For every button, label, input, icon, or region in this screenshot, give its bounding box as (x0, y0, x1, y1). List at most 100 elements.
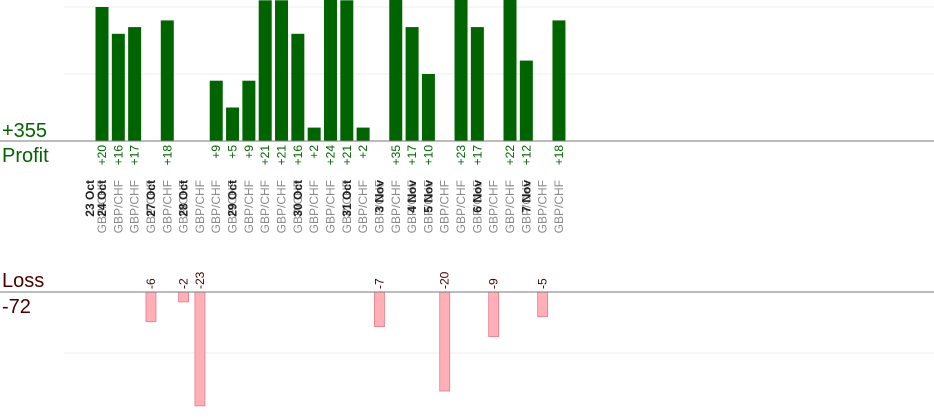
profit-value-label: +17 (128, 145, 142, 166)
profit-bar (226, 107, 240, 141)
profit-value-label: +21 (258, 145, 272, 166)
profit-bar (209, 80, 223, 141)
pair-label: GBP/CHF (340, 180, 354, 233)
pair-label: GBP/CHF (177, 180, 191, 233)
pair-label: GBP/CHF (372, 180, 386, 233)
date-label: 28 Oct (177, 180, 191, 217)
loss-bar (439, 291, 451, 392)
pair-label: GBP/CHF (258, 180, 272, 233)
loss-value-label: -23 (193, 271, 207, 289)
pair-label: GBP/CHF (291, 180, 305, 233)
profit-value-label: +21 (340, 145, 354, 166)
profit-value-label: +20 (95, 145, 109, 166)
loss-bar (145, 291, 157, 323)
profit-value-label: +9 (209, 145, 223, 159)
date-label: 31 Oct (340, 180, 354, 217)
profit-bar (552, 20, 566, 141)
loss-total: -72 (2, 296, 31, 318)
profit-bar (111, 33, 125, 141)
profit-bar (340, 0, 354, 141)
profit-value-label: +24 (323, 145, 337, 166)
loss-bar (194, 291, 206, 407)
profit-value-label: +16 (111, 145, 125, 166)
profit-value-label: +2 (307, 145, 321, 159)
pair-label: GBP/CHF (226, 180, 240, 233)
profit-value-label: +10 (421, 145, 435, 166)
pair-label: GBP/CHF (323, 180, 337, 233)
profit-bar (128, 27, 142, 142)
loss-label: Loss (2, 270, 45, 292)
loss-bar (374, 291, 385, 328)
date-label: 6 Nov (470, 180, 484, 213)
pair-label: GBP/CHF (144, 180, 158, 233)
profit-bar (389, 0, 403, 141)
pair-label: GBP/CHF (209, 180, 223, 233)
loss-value-label: -6 (144, 278, 158, 289)
date-label: 4 Nov (405, 180, 419, 213)
pair-label: GBP/CHF (95, 180, 109, 233)
profit-value-label: +5 (226, 145, 240, 159)
pair-label: GBP/CHF (519, 180, 533, 233)
date-label: 3 Nov (372, 180, 386, 213)
loss-bar (537, 291, 549, 318)
profit-bar (470, 27, 484, 142)
profit-bar (503, 0, 517, 141)
pair-label: GBP/CHF (307, 180, 321, 233)
profit-value-label: +17 (405, 145, 419, 166)
pair-label: GBP/CHF (111, 180, 125, 233)
profit-bar (356, 127, 370, 141)
loss-value-label: -9 (487, 278, 501, 289)
pair-label: GBP/CHF (470, 180, 484, 233)
profit-bar (421, 74, 435, 141)
profit-bar (405, 27, 419, 142)
profit-bar (307, 127, 321, 141)
profit-value-label: +23 (454, 145, 468, 166)
date-label: 23 Oct (83, 180, 97, 217)
pair-label: GBP/CHF (389, 180, 403, 233)
pair-label: GBP/CHF (487, 180, 501, 233)
profit-bar (323, 0, 337, 141)
profit-value-label: +35 (389, 145, 403, 166)
profit-value-label: +16 (291, 145, 305, 166)
profit-value-label: +22 (503, 145, 517, 166)
profit-label: Profit (2, 145, 49, 167)
loss-bar (178, 291, 190, 303)
pair-label: GBP/CHF (421, 180, 435, 233)
loss-value-label: -2 (177, 278, 191, 289)
profit-value-label: +2 (356, 145, 370, 159)
pair-label: GBP/CHF (454, 180, 468, 233)
date-label: 29 Oct (226, 180, 240, 217)
pair-label: GBP/CHF (193, 180, 207, 233)
date-label: 5 Nov (421, 180, 435, 213)
date-label: 7 Nov (519, 180, 533, 213)
pair-label: GBP/CHF (356, 180, 370, 233)
date-label: 30 Oct (291, 180, 305, 217)
pair-label: GBP/CHF (503, 180, 517, 233)
loss-bar (488, 291, 500, 337)
profit-bar (275, 0, 289, 141)
profit-bar (291, 33, 305, 141)
pair-label: GBP/CHF (536, 180, 550, 233)
profit-bar (519, 60, 533, 141)
profit-value-label: +18 (552, 145, 566, 166)
loss-value-label: -7 (372, 278, 386, 289)
profit-bar (454, 0, 468, 141)
loss-value-label: -20 (438, 271, 452, 289)
profit-bar (258, 0, 272, 141)
profit-value-label: +17 (470, 145, 484, 166)
profit-value-label: +12 (519, 145, 533, 166)
pair-label: GBP/CHF (128, 180, 142, 233)
pair-label: GBP/CHF (405, 180, 419, 233)
pair-label: GBP/CHF (160, 180, 174, 233)
profit-value-label: +18 (160, 145, 174, 166)
profit-value-label: +9 (242, 145, 256, 159)
date-label: 24 Oct (95, 180, 109, 217)
date-label: 27 Oct (144, 180, 158, 217)
profit-bar (242, 80, 256, 141)
loss-value-label: -5 (536, 278, 550, 289)
profit-bar (95, 7, 109, 141)
pair-label: GBP/CHF (552, 180, 566, 233)
profit-value-label: +21 (275, 145, 289, 166)
pair-label: GBP/CHF (242, 180, 256, 233)
